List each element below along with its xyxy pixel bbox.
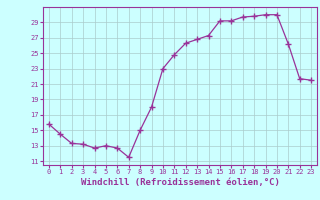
X-axis label: Windchill (Refroidissement éolien,°C): Windchill (Refroidissement éolien,°C): [81, 178, 279, 187]
